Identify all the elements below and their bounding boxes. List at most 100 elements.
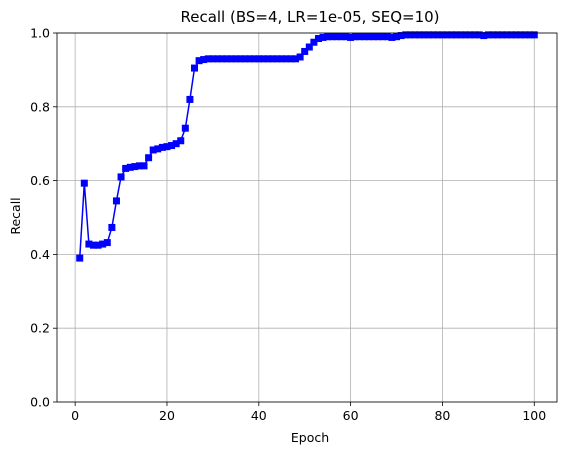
grid-lines (57, 32, 557, 403)
x-tick-label: 20 (159, 408, 175, 423)
data-point-marker (122, 164, 130, 172)
data-point-marker (140, 162, 148, 170)
data-point-marker (232, 55, 240, 63)
data-point-marker (163, 143, 171, 151)
data-point-marker (269, 55, 277, 63)
data-point-marker (195, 57, 203, 65)
data-point-marker (429, 31, 437, 39)
data-point-marker (117, 173, 125, 181)
data-point-marker (255, 55, 263, 63)
plot-frame (56, 32, 558, 403)
data-point-marker (507, 31, 515, 39)
data-point-marker (342, 33, 350, 41)
data-point-marker (200, 56, 208, 64)
series-line (78, 34, 535, 259)
data-point-marker (319, 33, 327, 41)
y-tick-label: 0.6 (30, 173, 50, 188)
data-point-marker (484, 31, 492, 39)
data-point-marker (85, 240, 93, 248)
data-point-marker (397, 32, 405, 40)
data-point-marker (411, 31, 419, 39)
data-point-marker (305, 43, 313, 51)
data-point-marker (177, 137, 185, 145)
data-point-marker (333, 33, 341, 41)
data-point-marker (388, 33, 396, 41)
data-point-marker (218, 55, 226, 63)
data-point-marker (402, 31, 410, 39)
data-point-marker (296, 53, 304, 61)
data-point-marker (172, 140, 180, 148)
x-tick-label: 80 (434, 408, 450, 423)
data-point-marker (99, 240, 107, 248)
data-point-marker (347, 33, 355, 41)
data-point-marker (457, 31, 465, 39)
data-point-marker (461, 31, 469, 39)
data-point-marker (191, 64, 199, 72)
data-point-marker (434, 31, 442, 39)
data-point-marker (517, 31, 524, 39)
data-point-marker (168, 142, 176, 150)
data-point-marker (264, 55, 272, 63)
data-point-marker (181, 124, 189, 132)
data-point-marker (438, 31, 446, 39)
data-point-marker (420, 31, 428, 39)
data-point-marker (466, 31, 474, 39)
data-point-marker (351, 33, 359, 41)
data-point-marker (145, 154, 153, 162)
data-point-marker (415, 31, 423, 39)
data-point-marker (360, 33, 368, 41)
data-point-marker (80, 179, 88, 187)
data-point-marker (324, 33, 332, 41)
data-point-marker (425, 31, 433, 39)
data-point-marker (503, 31, 511, 39)
data-point-marker (135, 162, 143, 170)
y-tick-label: 0.2 (30, 321, 50, 336)
data-point-marker (112, 197, 120, 205)
data-point-marker (126, 163, 134, 171)
chart-title: Recall (BS=4, LR=1e-05, SEQ=10) (180, 8, 439, 26)
data-point-marker (393, 33, 401, 41)
data-point-marker (90, 241, 97, 249)
data-point-marker (282, 55, 290, 63)
data-point-marker (370, 33, 378, 41)
data-point-marker (158, 143, 166, 151)
data-point-marker (241, 55, 249, 63)
data-point-marker (383, 33, 391, 41)
data-point-marker (365, 33, 373, 41)
data-point-marker (310, 38, 318, 46)
data-point-marker (526, 31, 534, 39)
data-point-marker (273, 55, 281, 63)
data-point-marker (443, 31, 451, 39)
data-point-marker (236, 55, 244, 63)
x-tick-label: 0 (71, 408, 79, 423)
data-point-marker (204, 55, 212, 63)
x-tick-label: 60 (343, 408, 359, 423)
data-point-marker (406, 31, 414, 39)
data-point-marker (250, 55, 258, 63)
data-point-marker (471, 31, 479, 39)
data-point-marker (186, 95, 194, 103)
data-point-marker (209, 55, 217, 63)
data-point-marker (259, 55, 267, 63)
data-point-marker (131, 163, 139, 171)
data-point-marker (278, 55, 286, 63)
data-point-marker (475, 31, 483, 39)
data-point-marker (108, 223, 116, 231)
data-point-marker (246, 55, 254, 63)
data-point-marker (374, 33, 382, 41)
data-point-marker (227, 55, 235, 63)
x-tick-label: 40 (251, 408, 267, 423)
x-tick-label: 100 (522, 408, 546, 423)
data-point-marker (448, 31, 456, 39)
data-point-marker (498, 31, 506, 39)
y-tick-label: 0.0 (30, 395, 50, 410)
data-point-marker (489, 31, 497, 39)
data-point-marker (452, 31, 460, 39)
data-point-marker (356, 33, 364, 41)
data-point-marker (292, 55, 300, 63)
data-point-marker (512, 31, 520, 39)
data-point-marker (76, 254, 84, 262)
y-tick-label: 1.0 (30, 26, 50, 41)
